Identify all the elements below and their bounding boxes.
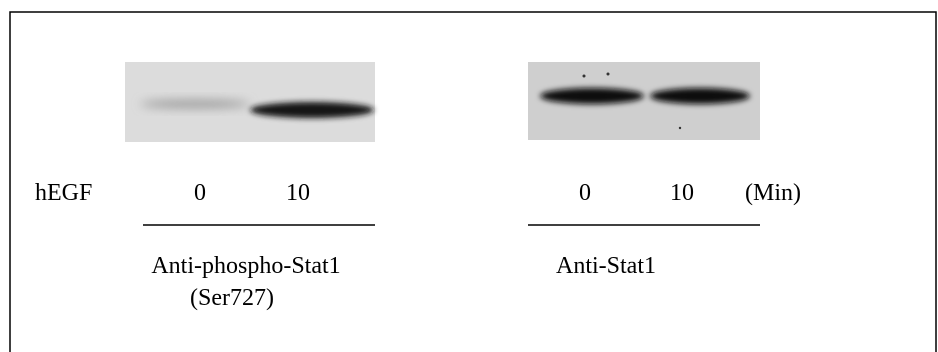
figure: hEGF 0 10 0 10 (Min) Anti-phospho-Stat1 … (0, 0, 938, 352)
band-strong (250, 102, 374, 118)
antibody-label: Anti-Stat1 (556, 253, 656, 279)
lane-label: 0 (579, 180, 591, 206)
blot-total (528, 62, 760, 140)
band (540, 88, 644, 104)
lane-label: 10 (286, 180, 310, 206)
speck (607, 73, 610, 76)
speck (679, 127, 681, 129)
band-faint (140, 100, 250, 108)
site-label: (Ser727) (190, 285, 274, 311)
lane-label: 10 (670, 180, 694, 206)
lane-label: 0 (194, 180, 206, 206)
speck (583, 75, 586, 78)
band (650, 88, 750, 104)
treatment-label: hEGF (35, 180, 92, 206)
unit-label: (Min) (745, 180, 801, 206)
antibody-label: Anti-phospho-Stat1 (151, 253, 340, 279)
blot-phospho (125, 62, 375, 142)
